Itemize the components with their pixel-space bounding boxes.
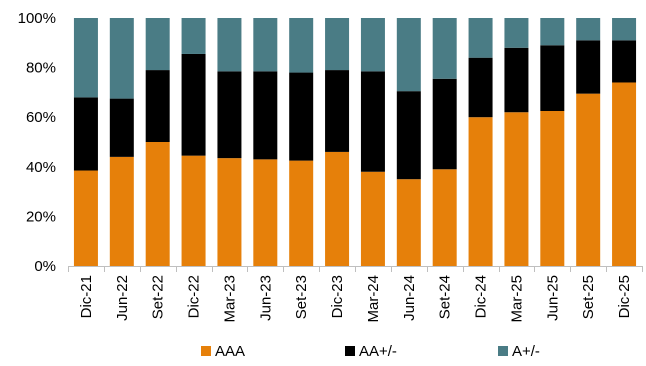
bar-segment-aaa [360,171,385,266]
bar-segment-aa [325,70,350,152]
y-tick-label: 40% [26,159,56,176]
bar-segment-a [109,18,134,99]
bar-segment-aa [289,72,314,161]
bar-segment-a [181,18,206,54]
bar-segment-aaa [540,111,565,266]
bar-segment-a [576,18,601,41]
x-tick-label: Mar-25 [508,275,525,323]
bar-segment-aaa [325,151,350,266]
bar-segment-aa [396,91,421,180]
legend: AAA AA+/- A+/- [0,340,646,362]
bar-segment-a [253,18,278,72]
y-tick-label: 80% [26,60,56,77]
bar-segment-aaa [253,159,278,266]
legend-swatch-a [498,346,508,356]
bar-segment-aaa [576,93,601,266]
bar-segment-a [396,18,421,92]
bar-segment-aa [576,40,601,94]
bar-segment-aa [504,47,529,113]
bar-segment-aaa [612,82,637,266]
bars [73,18,637,267]
x-tick-label: Set-22 [150,275,167,319]
bar-segment-aaa [181,155,206,266]
bar-segment-aa [468,57,493,118]
x-tick-label: Jun-25 [544,275,561,321]
legend-swatch-aa [345,346,355,356]
legend-label-a: A+/- [512,342,540,360]
bar-segment-a [145,18,170,71]
x-tick-label: Dic-23 [329,275,346,318]
x-tick-label: Mar-23 [221,275,238,323]
y-tick-label: 20% [26,208,56,225]
bar-segment-aaa [217,158,242,266]
bar-segment-aaa [289,160,314,266]
x-tick-label: Set-24 [437,275,454,319]
y-tick-label: 0% [34,258,56,275]
bar-segment-aa [253,71,278,160]
bar-segment-aa [612,40,637,83]
x-tick-labels: Dic-21 Jun-22 Set-22 Dic-22 Mar-23 Jun-23 Set-… [78,275,633,323]
bar-segment-aa [360,71,385,172]
bar-segment-a [612,18,637,41]
bar-segment-aa [109,98,134,157]
bar-segment-aaa [109,156,134,266]
bar-segment-aa [73,97,98,171]
bar-segment-a [73,18,98,98]
x-tick-label: Set-23 [293,275,310,319]
x-tick-label: Dic-24 [473,275,490,318]
y-tick-labels: 0% 20% 40% 60% 80% 100% [18,10,56,275]
bar-segment-aaa [468,117,493,266]
bar-segment-aa [432,78,457,170]
x-tick-label: Jun-24 [401,275,418,321]
x-tick-label: Jun-22 [114,275,131,321]
legend-item-aa: AA+/- [345,340,397,362]
bar-segment-a [217,18,242,72]
x-tick-label: Set-25 [580,275,597,319]
bar-segment-aaa [145,142,170,266]
legend-item-aaa: AAA [201,340,245,362]
bar-segment-a [432,18,457,79]
legend-label-aa: AA+/- [359,342,397,360]
bar-segment-aaa [73,170,98,266]
bar-segment-aa [145,70,170,142]
bar-segment-a [504,18,529,48]
y-tick-label: 60% [26,109,56,126]
y-tick-label: 100% [18,10,56,27]
x-tick-label: Dic-22 [186,275,203,318]
bar-segment-a [325,18,350,71]
legend-swatch-aaa [201,346,211,356]
axes [68,266,643,272]
bar-segment-a [468,18,493,58]
bar-segment-aaa [396,179,421,266]
bar-segment-a [540,18,565,46]
bar-segment-aa [181,53,206,156]
x-tick-label: Jun-23 [257,275,274,321]
bar-segment-aaa [432,169,457,266]
bar-segment-a [360,18,385,72]
x-tick-label: Dic-25 [616,275,633,318]
bar-segment-aa [540,45,565,111]
x-tick-label: Dic-21 [78,275,95,318]
bar-segment-aa [217,71,242,159]
bar-segment-a [289,18,314,73]
x-tick-label: Mar-24 [365,275,382,323]
legend-item-a: A+/- [498,340,540,362]
bar-segment-aaa [504,112,529,267]
legend-label-aaa: AAA [215,342,246,360]
